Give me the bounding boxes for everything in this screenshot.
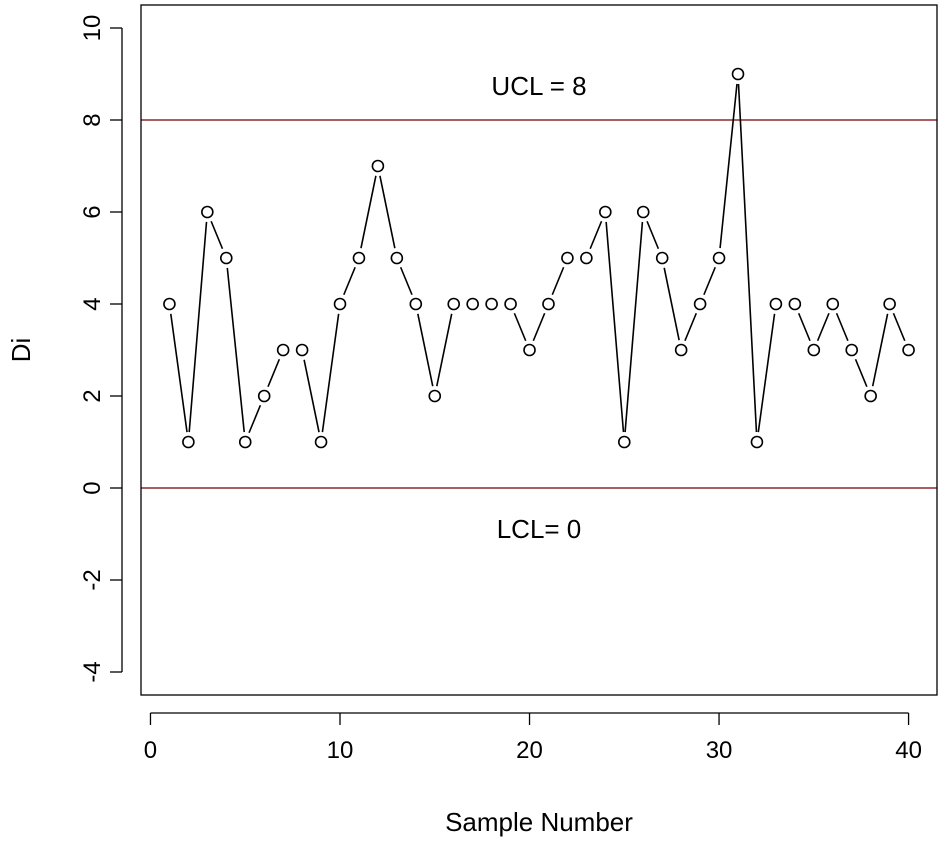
lcl-label: LCL= 0 xyxy=(497,514,582,544)
y-tick-label: -2 xyxy=(79,569,106,590)
data-point xyxy=(447,297,461,311)
y-tick-label: 10 xyxy=(79,15,106,42)
x-tick-label: 0 xyxy=(144,737,157,764)
y-tick-label: 2 xyxy=(79,389,106,402)
data-point xyxy=(883,297,896,311)
data-point xyxy=(409,297,423,311)
series-segment xyxy=(226,267,246,433)
series-segment xyxy=(321,313,340,433)
series-segment xyxy=(417,313,434,387)
data-point xyxy=(693,297,707,311)
control-lines xyxy=(141,119,937,489)
data-point xyxy=(712,251,726,265)
y-tick-label: 6 xyxy=(79,205,106,218)
data-point xyxy=(428,389,442,403)
data-point xyxy=(276,343,290,357)
data-point xyxy=(845,343,859,357)
series-segment xyxy=(854,358,868,388)
series-segment xyxy=(303,359,320,433)
x-tick-label: 10 xyxy=(327,737,354,764)
data-point xyxy=(333,297,347,311)
x-axis-title: Sample Number xyxy=(445,807,633,837)
series-segment xyxy=(684,312,698,342)
x-tick-label: 30 xyxy=(706,737,733,764)
data-series xyxy=(163,67,915,449)
data-point xyxy=(561,251,574,265)
x-tick-label: 20 xyxy=(516,737,543,764)
series-segment xyxy=(532,312,546,342)
data-point xyxy=(864,389,877,403)
y-tick-label: 4 xyxy=(79,297,106,310)
series-segment xyxy=(589,220,603,250)
data-point xyxy=(636,205,650,219)
series-segment xyxy=(757,313,776,433)
series-segment xyxy=(719,83,738,249)
series-segment xyxy=(646,220,660,250)
series-segment xyxy=(399,266,413,296)
series-segment xyxy=(605,221,625,433)
data-point xyxy=(314,435,328,449)
data-point xyxy=(523,343,536,357)
data-point xyxy=(257,389,271,403)
data-point xyxy=(599,205,612,219)
data-point xyxy=(466,297,479,311)
data-point xyxy=(731,67,745,81)
data-point xyxy=(580,251,593,265)
series-segment xyxy=(360,175,377,249)
data-point xyxy=(617,435,631,449)
series-segment xyxy=(379,175,396,249)
series-segment xyxy=(210,220,224,250)
data-point xyxy=(371,159,385,173)
data-point xyxy=(807,343,821,357)
y-tick-label: 8 xyxy=(79,113,106,126)
data-point xyxy=(674,343,688,357)
data-point xyxy=(485,297,498,311)
series-segment xyxy=(267,358,281,388)
data-point xyxy=(788,297,802,311)
series-segment xyxy=(551,266,565,296)
data-point xyxy=(182,435,195,449)
data-point xyxy=(504,297,517,311)
x-tick-label: 40 xyxy=(895,737,922,764)
y-tick-label: -4 xyxy=(79,661,106,682)
data-point xyxy=(352,251,366,265)
data-point xyxy=(201,205,214,219)
series-segment xyxy=(797,312,811,342)
axes: 0 10 20 30 40 -4 -2 0 2 4 6 8 10 xyxy=(79,4,938,764)
series-segment xyxy=(703,266,716,296)
series-segment xyxy=(513,312,527,342)
y-tick-label: 0 xyxy=(79,481,106,494)
data-point xyxy=(655,251,669,265)
data-point xyxy=(163,297,176,311)
y-axis-title: Di xyxy=(6,338,36,363)
data-point xyxy=(542,297,555,311)
series-segment xyxy=(871,313,889,387)
data-point xyxy=(750,435,764,449)
series-segment xyxy=(169,313,188,433)
series-segment xyxy=(624,221,644,433)
series-segment xyxy=(816,312,830,342)
data-point xyxy=(238,435,252,449)
series-segment xyxy=(737,83,758,433)
ucl-label: UCL = 8 xyxy=(491,71,586,101)
data-point xyxy=(902,343,915,357)
plot-box xyxy=(140,4,938,696)
data-point xyxy=(390,251,404,265)
series-segment xyxy=(343,266,356,296)
data-point xyxy=(769,297,783,311)
series-segment xyxy=(188,221,208,433)
series-segment xyxy=(248,404,262,434)
series-segment xyxy=(435,313,453,387)
series-segment xyxy=(663,267,680,341)
data-point xyxy=(295,343,309,357)
series-segment xyxy=(892,312,906,342)
data-point xyxy=(219,251,233,265)
data-point xyxy=(826,297,840,311)
series-segment xyxy=(835,312,849,342)
